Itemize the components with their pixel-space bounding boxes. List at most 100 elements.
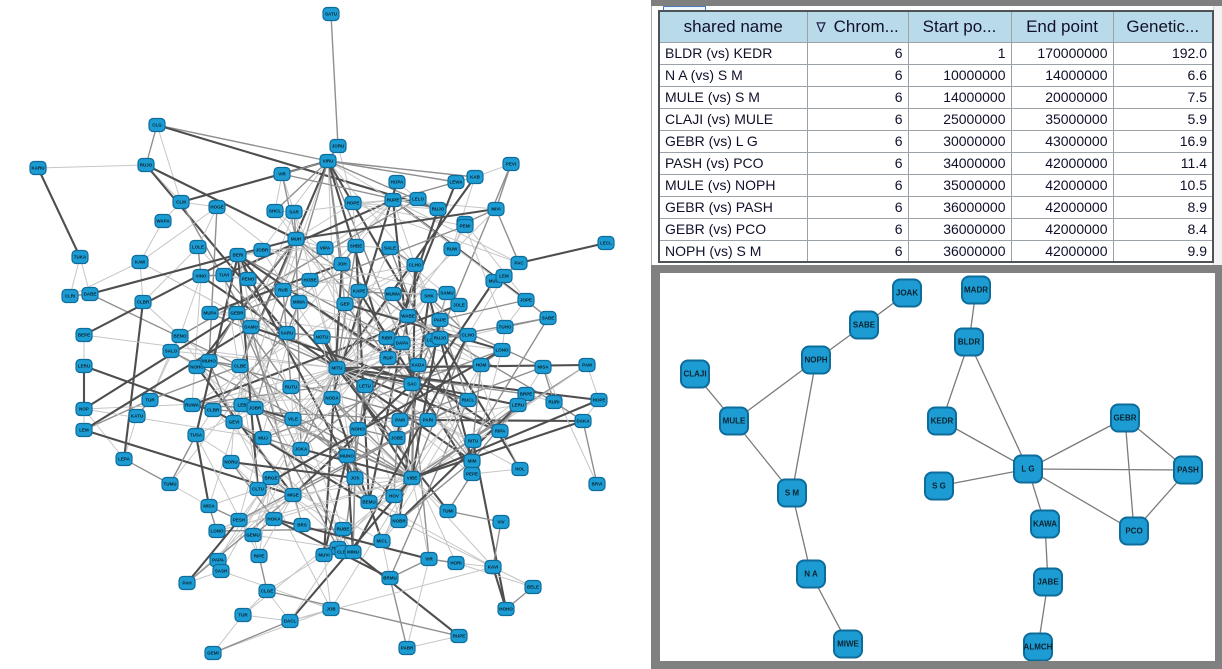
cell-value[interactable]: 14000000	[907, 85, 1012, 109]
cell-value[interactable]: 6	[806, 63, 909, 87]
network-node[interactable]: JORU	[329, 138, 347, 154]
network-node[interactable]: GEBR	[1110, 403, 1140, 433]
network-node[interactable]: GEVI	[225, 414, 243, 430]
network-node[interactable]: SARU	[278, 325, 296, 341]
network-node[interactable]: NOHO	[349, 421, 367, 437]
network-node[interactable]: RUCL	[459, 392, 477, 408]
network-node[interactable]: MIDA	[200, 498, 218, 514]
network-node[interactable]: MIWA	[290, 294, 308, 310]
network-node[interactable]: SALO	[162, 343, 180, 359]
network-node[interactable]: JOKA	[292, 441, 310, 457]
network-node[interactable]: JOAK	[892, 278, 922, 308]
network-node[interactable]: JOB	[322, 601, 340, 617]
network-node[interactable]: NOP	[75, 401, 93, 417]
network-node[interactable]: BRS	[293, 517, 311, 533]
cell-value[interactable]: 10000000	[907, 63, 1012, 87]
network-node[interactable]: RITU	[464, 433, 482, 449]
table-row[interactable]: GEBR (vs) PASH 6 36000000 42000000 8.9	[658, 195, 1214, 219]
network-node[interactable]: BRPE	[517, 386, 535, 402]
cell-value[interactable]: 36000000	[907, 195, 1012, 219]
network-node[interactable]: PASH	[1173, 455, 1203, 485]
network-node[interactable]: HOGE	[208, 199, 226, 215]
network-node[interactable]: LERU	[75, 358, 93, 374]
network-node[interactable]: BEMU	[360, 494, 378, 510]
network-node[interactable]: HOPE	[344, 195, 362, 211]
network-node[interactable]: NORU	[222, 454, 240, 470]
table-row[interactable]: GEBR (vs) PCO 6 36000000 42000000 8.4	[658, 217, 1214, 241]
cell-shared-name[interactable]: MULE (vs) NOPH	[658, 173, 808, 197]
network-node[interactable]: BLDR	[954, 327, 984, 357]
network-node[interactable]: SABE	[849, 310, 879, 340]
network-node[interactable]: RUJO	[137, 157, 155, 173]
network-node[interactable]: NOBR	[390, 513, 408, 529]
network-node[interactable]: TUSA	[187, 427, 205, 443]
network-node[interactable]: SAR	[285, 204, 303, 220]
sub-network-view[interactable]: JOAK SABE NOPH CLAJI MULE S M N A MIWE MADR BLDR K…	[660, 273, 1215, 662]
main-network-canvas[interactable]: SATU JORU CLG KARU RUJO CLM WAPA HOGE VIRU VIR HOP…	[0, 0, 651, 669]
network-node[interactable]: VILE	[284, 411, 302, 427]
network-node[interactable]: LELO	[409, 191, 427, 207]
network-node[interactable]: VIRU	[319, 153, 337, 169]
cell-value[interactable]: 1	[907, 41, 1012, 65]
table-row[interactable]: GEBR (vs) L G 6 30000000 43000000 16.9	[658, 129, 1214, 153]
sub-network-canvas[interactable]: JOAK SABE NOPH CLAJI MULE S M N A MIWE MADR BLDR K…	[660, 273, 1215, 662]
network-node[interactable]: RUJO	[429, 201, 447, 217]
table-row[interactable]: CLAJI (vs) MULE 6 25000000 35000000 5.9	[658, 107, 1214, 131]
column-header-4[interactable]: Genetic...	[1112, 10, 1214, 43]
network-node[interactable]: KAVI	[484, 559, 502, 575]
network-node[interactable]: MIVI	[487, 201, 505, 217]
cell-shared-name[interactable]: GEBR (vs) PCO	[658, 217, 808, 241]
network-node[interactable]: HOV	[385, 488, 403, 504]
network-node[interactable]: BENO	[171, 328, 189, 344]
cell-value[interactable]: 6	[806, 107, 909, 131]
main-network-view[interactable]: SATU JORU CLG KARU RUJO CLM WAPA HOGE VIRU VIR HOP…	[0, 0, 651, 669]
column-header-3[interactable]: End point	[1010, 10, 1114, 43]
network-node[interactable]: KAB	[466, 169, 484, 185]
network-node[interactable]: GEP	[336, 296, 354, 312]
network-node[interactable]: DACL	[281, 613, 299, 629]
network-node[interactable]: KAWA	[1030, 509, 1060, 539]
network-node[interactable]: LETU	[356, 378, 374, 394]
network-node[interactable]: RUBE	[334, 521, 352, 537]
network-node[interactable]: JOS	[346, 470, 364, 486]
network-node[interactable]: CLBR	[134, 294, 152, 310]
cell-value[interactable]: 35000000	[1010, 107, 1114, 131]
network-node[interactable]: GEMI	[204, 645, 222, 661]
network-node[interactable]: KADA	[409, 357, 427, 373]
network-node[interactable]: HOM	[472, 357, 490, 373]
table-row[interactable]: NOPH (vs) S M 6 36000000 42000000 9.9	[658, 239, 1214, 263]
network-node[interactable]: VIR	[420, 551, 438, 567]
network-node[interactable]: HOL	[511, 461, 529, 477]
network-node[interactable]: MUPA	[201, 305, 219, 321]
table-row[interactable]: PASH (vs) PCO 6 34000000 42000000 11.4	[658, 151, 1214, 175]
network-node[interactable]: HOPE	[590, 392, 608, 408]
network-node[interactable]: TUMI	[439, 503, 457, 519]
network-node[interactable]: CLRI	[61, 288, 79, 304]
network-node[interactable]: KEDR	[927, 406, 957, 436]
cell-value[interactable]: 16.9	[1112, 129, 1214, 153]
network-node[interactable]: MUWA	[384, 286, 402, 302]
cell-value[interactable]: 36000000	[907, 217, 1012, 241]
network-node[interactable]: JABE	[1033, 567, 1063, 597]
network-node[interactable]: PEVI	[502, 156, 520, 172]
network-node[interactable]: MIWE	[833, 629, 863, 659]
network-node[interactable]: MICL	[373, 533, 391, 549]
network-node[interactable]: RUPE	[450, 628, 468, 644]
cell-value[interactable]: 36000000	[907, 239, 1012, 263]
network-node[interactable]: SALE	[381, 240, 399, 256]
network-node[interactable]: ALMCH	[1023, 632, 1053, 662]
cell-value[interactable]: 42000000	[1010, 173, 1114, 197]
network-node[interactable]: MADR	[961, 275, 991, 305]
network-node[interactable]: LONO	[493, 342, 511, 358]
network-node[interactable]: RIPE	[250, 548, 268, 564]
cell-value[interactable]: 192.0	[1112, 41, 1214, 65]
network-node[interactable]: CLHO	[459, 327, 477, 343]
network-node[interactable]: HOPA	[388, 174, 406, 190]
network-node[interactable]: BEPE	[75, 327, 93, 343]
network-node[interactable]: NOTU	[313, 329, 331, 345]
network-node[interactable]: RUTU	[282, 379, 300, 395]
network-node[interactable]: PEMI	[456, 218, 474, 234]
table-row[interactable]: MULE (vs) NOPH 6 35000000 42000000 10.5	[658, 173, 1214, 197]
network-node[interactable]: SHBE	[347, 238, 365, 254]
network-node[interactable]: VINO	[192, 268, 210, 284]
